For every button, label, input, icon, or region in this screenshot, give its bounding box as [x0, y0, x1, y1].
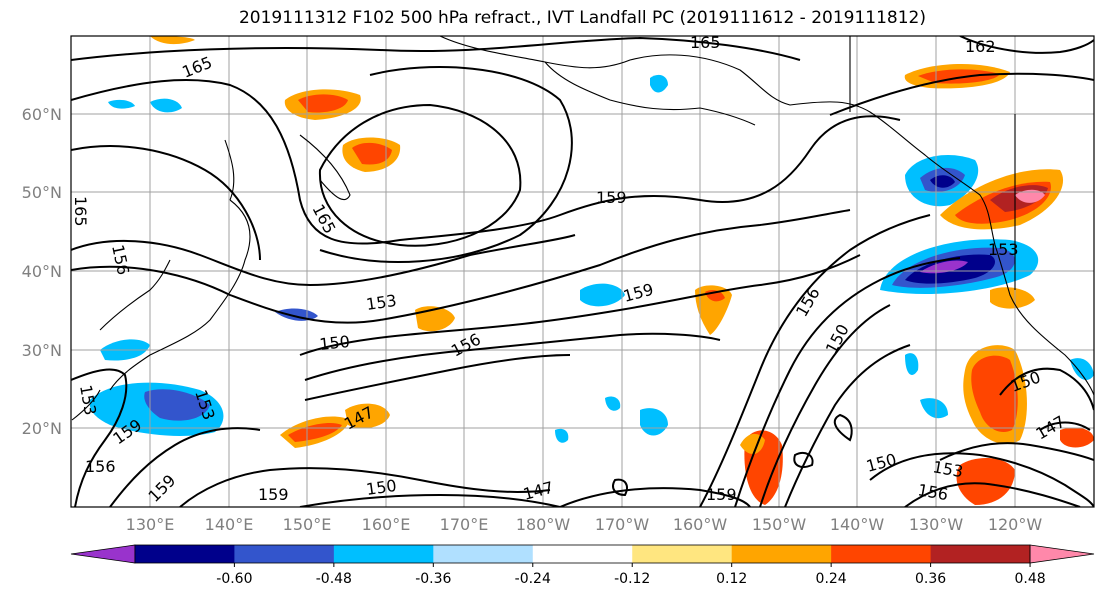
- shade-blob: [345, 403, 390, 429]
- lon-label: 130°W: [909, 515, 964, 534]
- lat-label: 50°N: [22, 183, 62, 202]
- contour-label: 153: [988, 240, 1019, 259]
- latitude-axis: 60°N 50°N 40°N 30°N 20°N: [22, 105, 62, 438]
- contour-label: 159: [258, 485, 289, 504]
- colorbar-tick-label: 0.36: [915, 571, 946, 587]
- lon-label: 120°W: [988, 515, 1043, 534]
- shaded-anomalies: [89, 36, 1094, 505]
- shade-blob: [150, 98, 182, 113]
- contour-label: 150: [318, 332, 350, 354]
- colorbar-extend-low: [70, 544, 136, 564]
- colorbar-cell: [831, 545, 932, 563]
- lon-label: 140°W: [830, 515, 885, 534]
- shade-blob: [640, 408, 668, 436]
- colorbar-cell: [333, 545, 434, 563]
- shade-blob: [580, 283, 625, 307]
- shade-blob: [920, 260, 968, 274]
- colorbar-tick-label: 0.48: [1014, 571, 1045, 587]
- contour-label: 153: [365, 291, 398, 314]
- contour-label: 165: [690, 33, 721, 52]
- lat-label: 20°N: [22, 419, 62, 438]
- shade-blob: [144, 389, 210, 421]
- colorbar-cell: [632, 545, 733, 563]
- colorbar-cell: [930, 545, 1031, 563]
- colorbar-tick-label: 0.12: [716, 571, 747, 587]
- colorbar-extend-high: [1029, 544, 1095, 564]
- shade-blob: [650, 74, 668, 93]
- colorbar-tick-label: -0.48: [316, 571, 352, 587]
- shade-blob: [1015, 189, 1045, 203]
- map-frame: [70, 35, 1095, 508]
- shade-blob: [905, 353, 919, 375]
- shade-blob: [555, 428, 569, 443]
- lon-label: 180°W: [516, 515, 571, 534]
- colorbar-cell: [134, 545, 235, 563]
- shade-blob: [605, 396, 621, 411]
- contour-label: 156: [85, 457, 116, 476]
- shade-blob: [352, 142, 392, 165]
- lon-label: 150°E: [283, 515, 332, 534]
- lat-label: 40°N: [22, 262, 62, 281]
- colorbar-tick-label: 0.24: [816, 571, 847, 587]
- shade-blob: [956, 458, 1015, 505]
- colorbar-cell: [234, 545, 335, 563]
- shade-blob: [150, 36, 195, 45]
- colorbar-tick-label: -0.12: [614, 571, 650, 587]
- contour-label: 159: [596, 188, 627, 207]
- map-title: 2019111312 F102 500 hPa refract., IVT La…: [238, 8, 926, 28]
- colorbar-cell: [532, 545, 633, 563]
- shade-blob: [1070, 358, 1094, 380]
- contour-label: 159: [706, 485, 737, 504]
- lon-label: 160°E: [362, 515, 411, 534]
- shade-blob: [920, 398, 948, 419]
- longitude-axis: 130°E 140°E 150°E 160°E 170°E 180°W 170°…: [126, 515, 1043, 534]
- colorbar-tick-label: -0.24: [515, 571, 551, 587]
- lon-label: 170°E: [440, 515, 489, 534]
- lon-label: 160°W: [673, 515, 728, 534]
- lat-label: 60°N: [22, 105, 62, 124]
- shade-blob: [298, 94, 348, 113]
- shade-blob: [990, 287, 1035, 309]
- colorbar-tick-label: -0.60: [216, 571, 252, 587]
- shade-blob: [108, 99, 135, 109]
- lon-label: 140°E: [205, 515, 254, 534]
- shade-blob: [1060, 427, 1094, 448]
- contour-label: 162: [965, 37, 996, 56]
- colorbar-tick-label: -0.36: [415, 571, 451, 587]
- colorbar-cell: [731, 545, 832, 563]
- contour-label: 165: [71, 196, 90, 227]
- colorbar: -0.60 -0.48 -0.36 -0.24 -0.12 0.12 0.24 0.36 0.4…: [70, 544, 1095, 587]
- lon-label: 170°W: [595, 515, 650, 534]
- refractivity-contours: [71, 36, 1094, 507]
- colorbar-cell: [433, 545, 534, 563]
- colorbar-frame: [134, 544, 1031, 564]
- contour-label: 150: [365, 476, 398, 499]
- shade-blob: [918, 69, 1000, 84]
- lon-label: 150°W: [752, 515, 807, 534]
- shade-blob: [971, 355, 1018, 432]
- lat-label: 30°N: [22, 341, 62, 360]
- lon-label: 130°E: [126, 515, 175, 534]
